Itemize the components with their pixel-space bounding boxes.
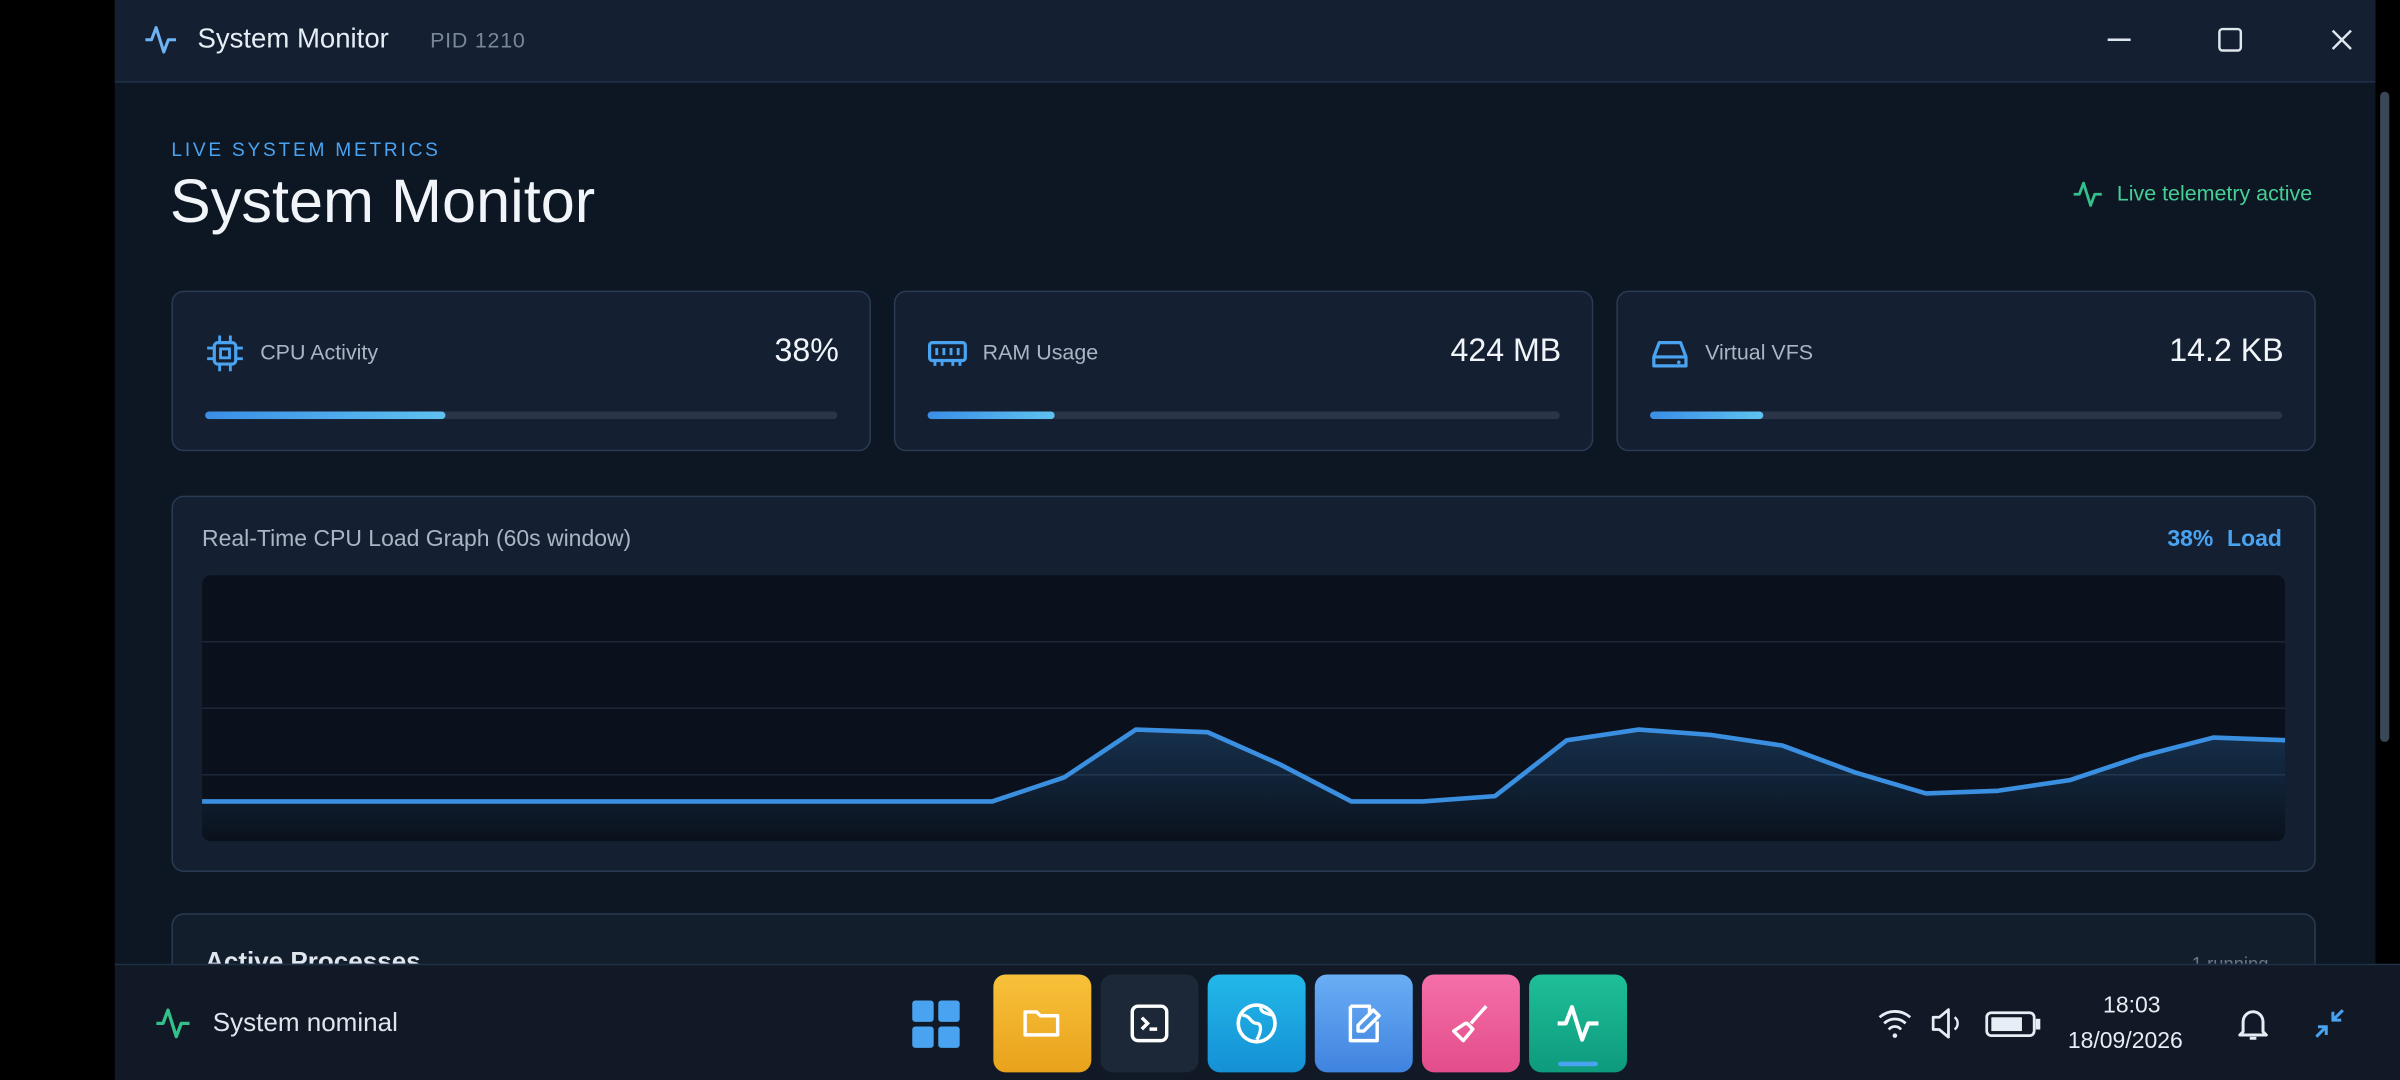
graph-title: Real-Time CPU Load Graph (60s window) (202, 526, 632, 553)
metric-track (205, 411, 838, 420)
notes-app[interactable] (1314, 974, 1413, 1073)
page-title: System Monitor (169, 168, 596, 236)
metric-card (171, 290, 871, 452)
notifications[interactable] (2233, 1004, 2273, 1044)
metric-track (1649, 411, 2283, 420)
metric-bar (1649, 411, 1764, 420)
graph-unit: Load (2227, 526, 2282, 553)
system-tray[interactable] (1875, 1002, 2043, 1045)
files-app[interactable] (993, 974, 1092, 1073)
terminal-app[interactable] (1100, 974, 1199, 1073)
taskbar-status: System nominal (212, 1008, 398, 1038)
window-pid: PID 1210 (430, 27, 526, 53)
metric-track (927, 411, 1560, 420)
monitor-app[interactable] (1529, 974, 1628, 1073)
cpu-graph (202, 575, 2286, 842)
metric-icon (207, 335, 243, 372)
clock-time: 18:03 (2103, 992, 2161, 1019)
nominal-icon (156, 1008, 190, 1039)
metric-card (1616, 290, 2316, 452)
app-icon (145, 26, 177, 54)
eyebrow: LIVE SYSTEM METRICS (171, 139, 441, 161)
metric-card (893, 290, 1594, 452)
metric-label: RAM Usage (982, 339, 1099, 365)
graph-line (202, 727, 2286, 804)
clock-date: 18/09/2026 (2067, 1027, 2183, 1054)
status-text: Live telemetry active (2116, 180, 2313, 205)
metric-bar (205, 411, 446, 420)
browser-app[interactable] (1207, 974, 1306, 1073)
window-title: System Monitor (197, 22, 389, 54)
metric-label: Virtual VFS (1705, 339, 1814, 365)
start-button[interactable] (911, 999, 962, 1049)
paint-app[interactable] (1421, 974, 1520, 1073)
scrollbar[interactable] (2380, 91, 2390, 742)
metric-bar (927, 411, 1054, 420)
metric-label: CPU Activity (260, 339, 379, 365)
metric-icon (1652, 341, 1688, 368)
window-controls[interactable] (2100, 21, 2360, 58)
title-bar (114, 0, 2376, 83)
active-indicator (1558, 1061, 1598, 1067)
metric-value: 38% (774, 333, 839, 369)
collapse[interactable] (2310, 1004, 2350, 1044)
graph-current: 38% (2167, 526, 2214, 553)
metric-icon (927, 341, 967, 366)
status-icon (2073, 181, 2102, 207)
graph-area (202, 729, 2286, 842)
metric-value: 424 MB (1450, 333, 1562, 369)
metric-value: 14.2 KB (2169, 333, 2284, 369)
